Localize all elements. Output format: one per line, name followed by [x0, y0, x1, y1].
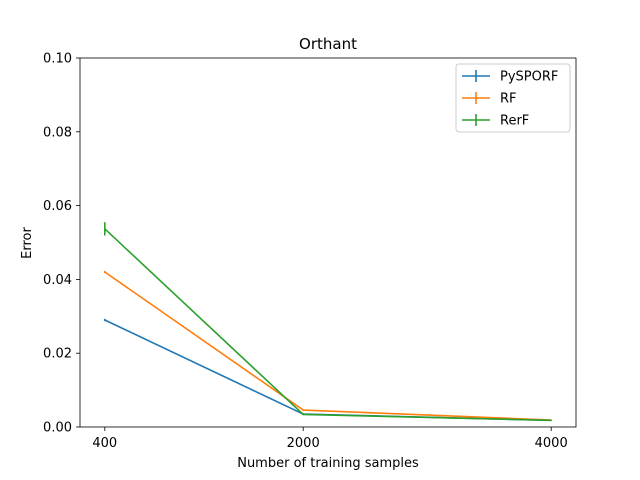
- chart-title: Orthant: [299, 35, 357, 53]
- legend-label: PySPORF: [500, 70, 558, 85]
- x-axis-label: Number of training samples: [237, 456, 419, 471]
- y-tick-label: 0.10: [43, 52, 72, 67]
- y-tick-label: 0.02: [43, 347, 72, 362]
- x-tick-label: 4000: [535, 436, 568, 451]
- legend-box: [455, 63, 571, 133]
- plot-area: 0.00 0.02 0.04 0.06 0.08 0.10 400 2000 4000: [43, 52, 577, 451]
- axes-frame: [79, 57, 577, 428]
- y-tick-label: 0.08: [43, 125, 72, 140]
- legend-label: RerF: [500, 114, 529, 129]
- x-tick-label: 2000: [287, 436, 320, 451]
- y-tick-label: 0.06: [43, 199, 72, 214]
- legend-label: RF: [500, 92, 517, 107]
- y-axis-label: Error: [20, 227, 35, 259]
- legend: PySPORF RF RerF: [455, 63, 571, 133]
- y-tick-label: 0.00: [43, 421, 72, 436]
- x-tick-label: 400: [92, 436, 117, 451]
- y-tick-label: 0.04: [43, 273, 72, 288]
